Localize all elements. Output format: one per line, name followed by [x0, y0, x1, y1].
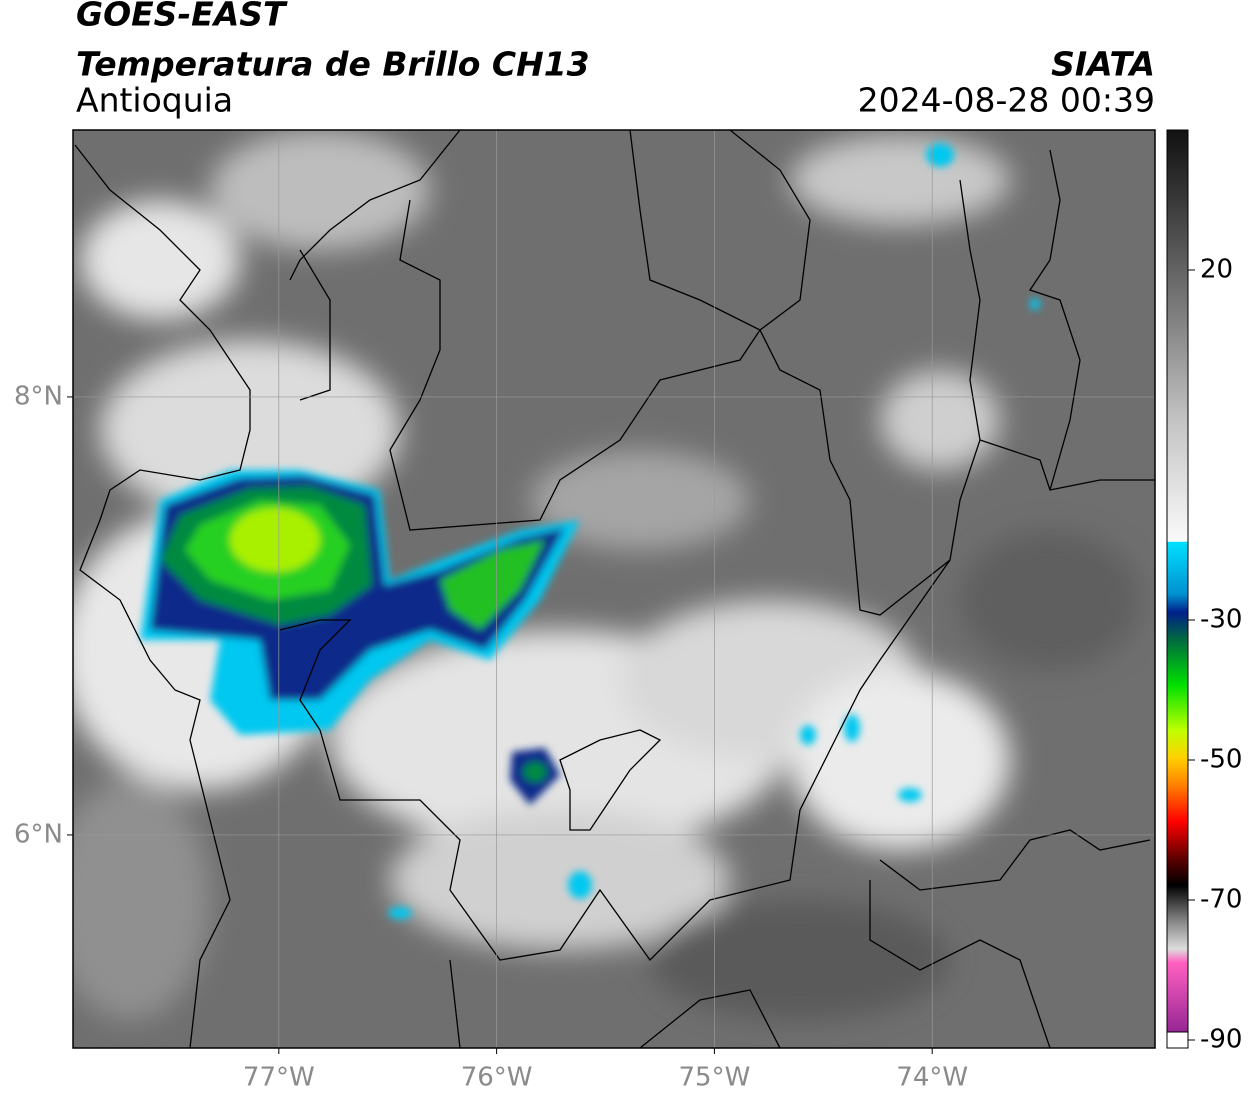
colorbar — [1167, 130, 1188, 1040]
colorbar-tick-label: -50 — [1200, 745, 1242, 775]
map-frame — [72, 129, 1156, 1049]
subtitle: Temperatura de Brillo CH13 — [76, 45, 590, 84]
y-tick-label: 6°N — [14, 819, 63, 849]
x-tick-label: 75°W — [679, 1063, 751, 1093]
region: Antioquia — [76, 81, 233, 120]
y-tick-label: 8°N — [14, 381, 63, 411]
grid — [73, 130, 1155, 1048]
colorbar-tick-label: -30 — [1200, 605, 1242, 635]
source: SIATA — [1051, 45, 1155, 84]
title: GOES-EAST — [76, 0, 288, 34]
colorbar-tick-label: -90 — [1200, 1025, 1242, 1055]
colorbar-frame — [1166, 129, 1189, 1049]
satellite-image — [73, 130, 1155, 1048]
borders — [74, 130, 1155, 1048]
colorbar-tick-label: 20 — [1200, 255, 1233, 285]
x-tick-label: 77°W — [243, 1063, 315, 1093]
colorbar-tick-label: -70 — [1200, 885, 1242, 915]
x-tick-label: 74°W — [896, 1063, 968, 1093]
colorbar-extension — [1166, 1031, 1189, 1049]
datetime: 2024-08-28 00:39 — [858, 81, 1155, 120]
x-tick-label: 76°W — [461, 1063, 533, 1093]
